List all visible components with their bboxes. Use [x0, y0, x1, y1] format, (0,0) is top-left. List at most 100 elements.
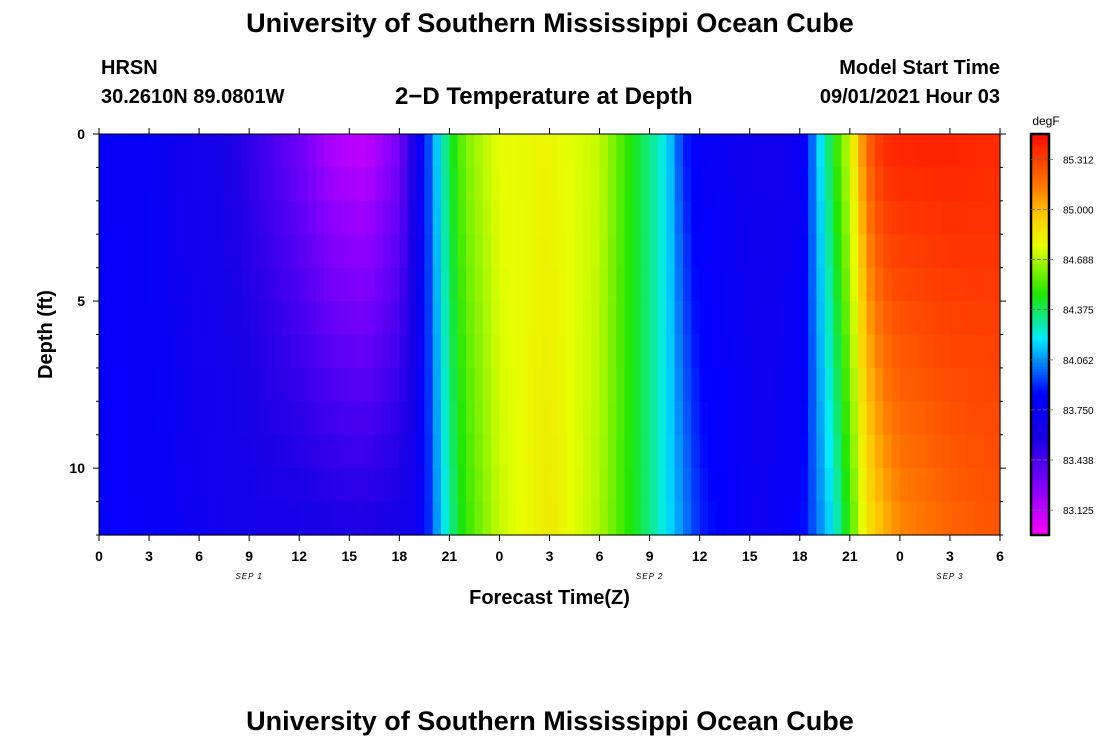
heatmap-cell [799, 401, 809, 436]
x-tick-label: 9 [646, 548, 654, 564]
heatmap-cell [708, 367, 717, 402]
heatmap-cell [566, 301, 576, 336]
heatmap-cell [457, 434, 467, 469]
heatmap-cell [708, 200, 717, 235]
heatmap-cell [132, 501, 142, 536]
heatmap-cell [841, 434, 851, 469]
heatmap-cell [591, 468, 601, 503]
heatmap-cell [983, 267, 993, 302]
heatmap-cell [257, 334, 267, 369]
heatmap-cell [783, 434, 793, 469]
heatmap-cell [541, 334, 551, 369]
heatmap-cell [432, 468, 442, 503]
heatmap-cell [716, 501, 726, 536]
heatmap-cell [891, 200, 901, 235]
heatmap-cell [132, 401, 142, 436]
colorbar-segment [1031, 389, 1049, 393]
heatmap-cell [449, 434, 459, 469]
heatmap-cell [315, 401, 325, 436]
heatmap-cell [290, 301, 300, 336]
heatmap-cell [224, 468, 234, 503]
heatmap-cell [783, 267, 793, 302]
heatmap-cell [199, 401, 209, 436]
heatmap-cell [491, 501, 501, 536]
colorbar-segment [1031, 372, 1049, 376]
heatmap-cell [891, 434, 901, 469]
heatmap-cell [441, 301, 450, 336]
heatmap-cell [624, 267, 634, 302]
heatmap-cell [591, 367, 601, 402]
heatmap-cell [541, 434, 551, 469]
heatmap-cell [182, 267, 192, 302]
x-tick-label: 0 [496, 548, 504, 564]
heatmap-cell [632, 301, 642, 336]
heatmap-cell [974, 367, 984, 402]
heatmap-cell [566, 134, 576, 169]
colorbar-tick-label: 84.688 [1063, 255, 1094, 266]
heatmap-cell [374, 301, 384, 336]
heatmap-cell [858, 367, 868, 402]
heatmap-cell [224, 267, 234, 302]
colorbar-segment [1031, 156, 1049, 160]
heatmap-cell [190, 301, 200, 336]
heatmap-cell [641, 468, 651, 503]
heatmap-cell [516, 267, 526, 302]
heatmap-cell [482, 334, 492, 369]
heatmap-cell [199, 367, 209, 402]
heatmap-cell [290, 167, 300, 202]
heatmap-cell [332, 167, 342, 202]
heatmap-cell [524, 301, 534, 336]
heatmap-cell [766, 434, 776, 469]
colorbar-segment [1031, 357, 1049, 361]
heatmap-cell [466, 301, 476, 336]
heatmap-cell [299, 234, 309, 269]
heatmap-cell [516, 134, 526, 169]
colorbar-segment [1031, 339, 1049, 343]
heatmap-cell [315, 167, 325, 202]
heatmap-cell [741, 301, 751, 336]
heatmap-cell [924, 167, 934, 202]
heatmap-cell [232, 167, 242, 202]
heatmap-cell [499, 468, 509, 503]
heatmap-cell [307, 200, 317, 235]
heatmap-cell [666, 301, 676, 336]
heatmap-cell [916, 301, 926, 336]
heatmap-cell [524, 501, 534, 536]
x-tick-label: 12 [291, 548, 307, 564]
heatmap-cell [582, 267, 592, 302]
heatmap-cell [574, 468, 584, 503]
heatmap-cell [924, 200, 934, 235]
heatmap-cell [307, 267, 317, 302]
heatmap-cell [441, 134, 450, 169]
heatmap-cell [340, 267, 350, 302]
heatmap-cell [257, 468, 267, 503]
heatmap-cell [849, 334, 859, 369]
colorbar-segment [1031, 367, 1049, 371]
heatmap-cell [340, 434, 350, 469]
heatmap-cell [774, 200, 784, 235]
heatmap-cell [157, 468, 167, 503]
heatmap-cell [140, 468, 150, 503]
heatmap-cell [682, 167, 692, 202]
heatmap-cell [491, 367, 501, 402]
colorbar-segment [1031, 139, 1049, 143]
heatmap-cell [365, 468, 375, 503]
x-tick-label: 0 [896, 548, 904, 564]
heatmap-cell [357, 334, 367, 369]
colorbar-segment [1031, 484, 1049, 488]
colorbar-segment [1031, 452, 1049, 456]
heatmap-cell [858, 234, 868, 269]
heatmap-cell [549, 301, 559, 336]
heatmap-cell [274, 434, 284, 469]
heatmap-cell [240, 468, 250, 503]
heatmap-cell [332, 501, 342, 536]
heatmap-cell [966, 367, 976, 402]
heatmap-cell [407, 434, 417, 469]
heatmap-cell [299, 367, 309, 402]
colorbar-segment [1031, 424, 1049, 428]
heatmap-cell [199, 334, 209, 369]
heatmap-cell [257, 234, 267, 269]
heatmap-cell [99, 167, 108, 202]
heatmap-cell [432, 234, 442, 269]
colorbar-segment [1031, 442, 1049, 446]
